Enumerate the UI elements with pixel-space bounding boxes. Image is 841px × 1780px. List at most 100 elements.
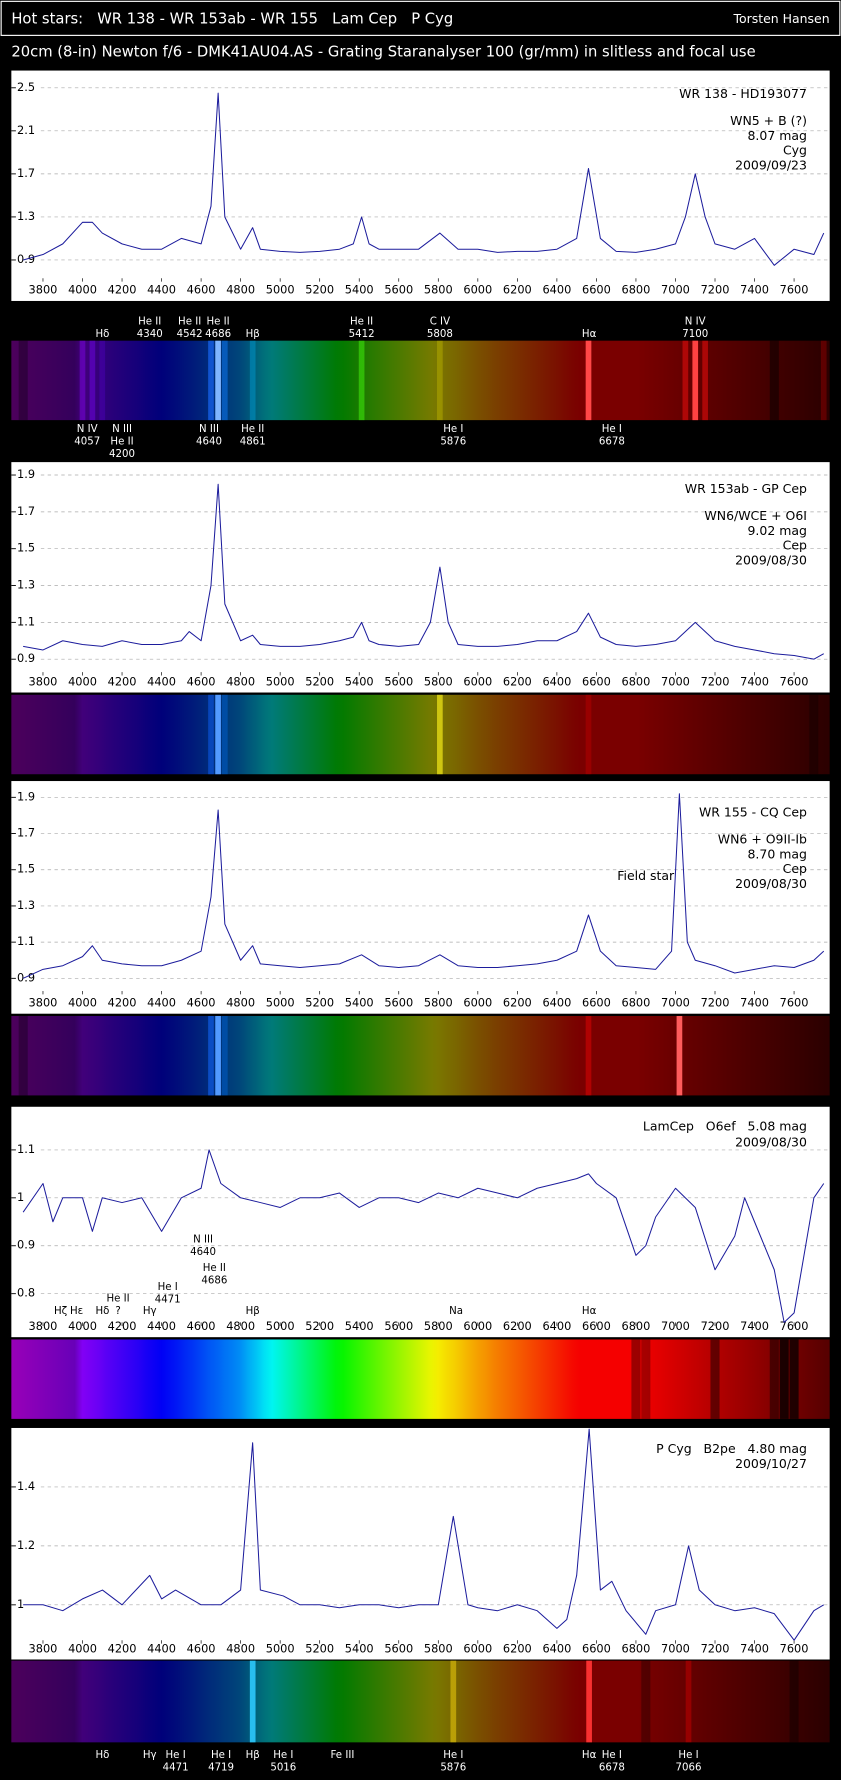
line-label: Fe III [330,1750,354,1761]
y-tick-label: 1 [17,1597,24,1611]
absorption-band [779,1339,789,1419]
line-label: 4542 [177,329,203,340]
emission-band [358,340,365,421]
line-label: 4686 [205,329,231,340]
line-label: ? [115,1306,120,1317]
y-tick-label: 1.7 [17,826,35,840]
x-tick-label: 7200 [701,283,730,297]
line-label: Hβ [246,1306,260,1317]
x-tick-label: 5400 [345,674,374,688]
x-tick-label: 7400 [740,674,769,688]
emission-band [585,1015,592,1096]
absorption-band [769,1339,779,1419]
x-tick-label: 6200 [503,674,532,688]
plot-panel [11,1106,830,1338]
x-tick-label: 4000 [68,1319,97,1333]
spectrum-strip [11,694,830,775]
line-label: Na [449,1306,463,1317]
spectrum-line [23,1428,825,1641]
header-frame [0,0,841,36]
line-label: He I [678,1750,698,1761]
x-tick-label: 5400 [345,1641,374,1655]
x-tick-label: 7600 [780,995,809,1009]
plot-panel [11,1427,830,1660]
x-tick-label: 5800 [424,995,453,1009]
field-label: Field star [617,868,675,883]
x-tick-label: 3800 [29,674,58,688]
x-tick-label: 5800 [424,283,453,297]
emission-band [585,694,592,775]
line-label: 4340 [137,329,163,340]
absorption-band [18,1015,28,1096]
line-label: He I [602,424,622,435]
x-tick-label: 6200 [503,283,532,297]
emission-band [215,1015,221,1096]
panel-title: WR 155 - CQ Cep [699,804,807,819]
emission-band [702,340,708,421]
line-label: 5016 [270,1762,296,1773]
line-label: Hγ [143,1306,157,1317]
spectrum-line [23,483,824,660]
x-tick-label: 4800 [226,283,255,297]
emission-band [685,1660,692,1743]
line-label: He II [241,424,264,435]
x-tick-label: 5000 [266,995,295,1009]
absorption-band [18,340,28,421]
x-tick-label: 6600 [582,1319,611,1333]
x-tick-label: 4800 [226,995,255,1009]
x-tick-label: 5600 [384,1641,413,1655]
panel-title: P Cyg B2pe 4.80 mag [656,1441,807,1456]
line-label: He II [206,316,229,327]
x-tick-label: 4400 [147,283,176,297]
y-tick-label: 2.1 [17,123,35,137]
line-label: 6678 [599,437,625,448]
x-tick-label: 5200 [305,995,334,1009]
x-tick-label: 7400 [740,995,769,1009]
x-tick-label: 4000 [68,995,97,1009]
x-tick-label: 7600 [780,1641,809,1655]
x-tick-label: 7000 [661,1319,690,1333]
emission-band [208,340,214,421]
x-tick-label: 4400 [147,1319,176,1333]
x-tick-label: 5800 [424,1641,453,1655]
emission-band [676,1015,683,1096]
annotation: 2009/09/23 [735,157,807,172]
plot-panel [11,70,830,301]
line-label: 5412 [349,329,375,340]
x-tick-label: 4000 [68,1641,97,1655]
y-tick-label: 0.9 [17,1238,35,1252]
emission-band [215,340,221,421]
x-tick-label: 5600 [384,995,413,1009]
emission-band [692,340,699,421]
x-tick-label: 4200 [108,283,137,297]
line-label: Hβ [246,1750,260,1761]
line-label: 5808 [427,329,453,340]
annotation: 8.70 mag [748,846,807,861]
x-tick-label: 4600 [187,283,216,297]
line-label: Hε [70,1306,83,1317]
spectrum-strip [11,1339,830,1419]
line-label: He I [166,1750,186,1761]
x-tick-label: 5000 [266,283,295,297]
y-tick-label: 1.3 [17,898,35,912]
absorption-band [809,694,819,775]
y-tick-label: 1.3 [17,209,35,223]
x-tick-label: 5400 [345,995,374,1009]
annotation: WN6 + O9II-Ib [718,832,807,847]
x-tick-label: 6000 [463,1319,492,1333]
emission-band [89,340,96,421]
x-tick-label: 4200 [108,1641,137,1655]
emission-band [437,340,443,421]
absorption-band [641,1660,651,1743]
y-tick-label: 1.5 [17,862,35,876]
line-label: He II [138,316,161,327]
x-tick-label: 5200 [305,1641,334,1655]
x-tick-label: 6400 [542,995,571,1009]
x-tick-label: 7600 [780,1319,809,1333]
line-label: Hζ [54,1306,68,1317]
line-label: 4640 [190,1247,216,1258]
line-label: Hα [582,1750,597,1761]
y-tick-label: 1.5 [17,541,35,555]
x-tick-label: 6000 [463,995,492,1009]
